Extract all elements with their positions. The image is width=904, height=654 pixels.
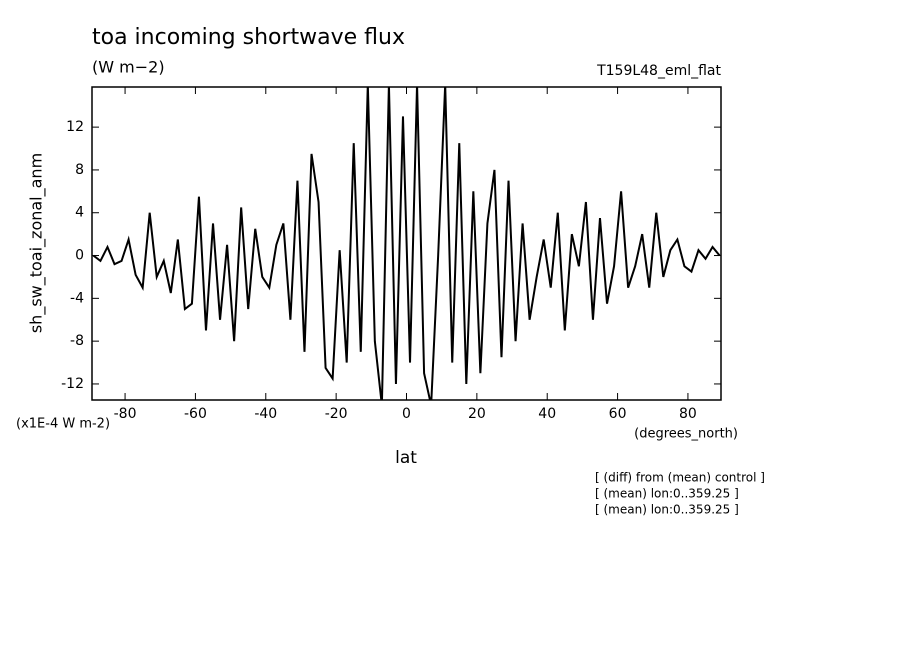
note: [ (mean) lon:0..359.25 ] xyxy=(595,487,739,501)
y-tick-label: 4 xyxy=(75,205,84,221)
run-label: T159L48_eml_flat xyxy=(596,63,721,79)
note: [ (mean) lon:0..359.25 ] xyxy=(595,503,739,517)
y-tick-label: 8 xyxy=(75,162,84,178)
x-tick-label: 0 xyxy=(402,406,411,422)
y-tick-label: 12 xyxy=(66,119,84,135)
y-units: (x1E-4 W m-2) xyxy=(16,417,110,432)
x-tick-label: -20 xyxy=(325,406,348,422)
chart-title: toa incoming shortwave flux xyxy=(92,25,405,50)
y-tick-label: -4 xyxy=(70,290,84,306)
data-line xyxy=(92,87,721,400)
y-tick-label: -8 xyxy=(70,333,84,349)
x-tick-label: 20 xyxy=(468,406,486,422)
y-tick-label: -12 xyxy=(61,376,84,392)
x-axis-label: lat xyxy=(395,448,417,468)
x-tick-label: 40 xyxy=(538,406,556,422)
y-tick-label: 0 xyxy=(75,248,84,264)
x-tick-label: -60 xyxy=(184,406,207,422)
y-axis-label: sh_sw_toai_zonal_anm xyxy=(27,153,47,333)
x-tick-label: -40 xyxy=(254,406,277,422)
subtitle: (W m−2) xyxy=(92,58,165,77)
x-tick-label: -80 xyxy=(114,406,137,422)
x-tick-label: 80 xyxy=(679,406,697,422)
plot-area xyxy=(92,87,721,400)
note: [ (diff) from (mean) control ] xyxy=(595,471,765,485)
x-tick-label: 60 xyxy=(609,406,627,422)
x-units: (degrees_north) xyxy=(634,427,738,442)
